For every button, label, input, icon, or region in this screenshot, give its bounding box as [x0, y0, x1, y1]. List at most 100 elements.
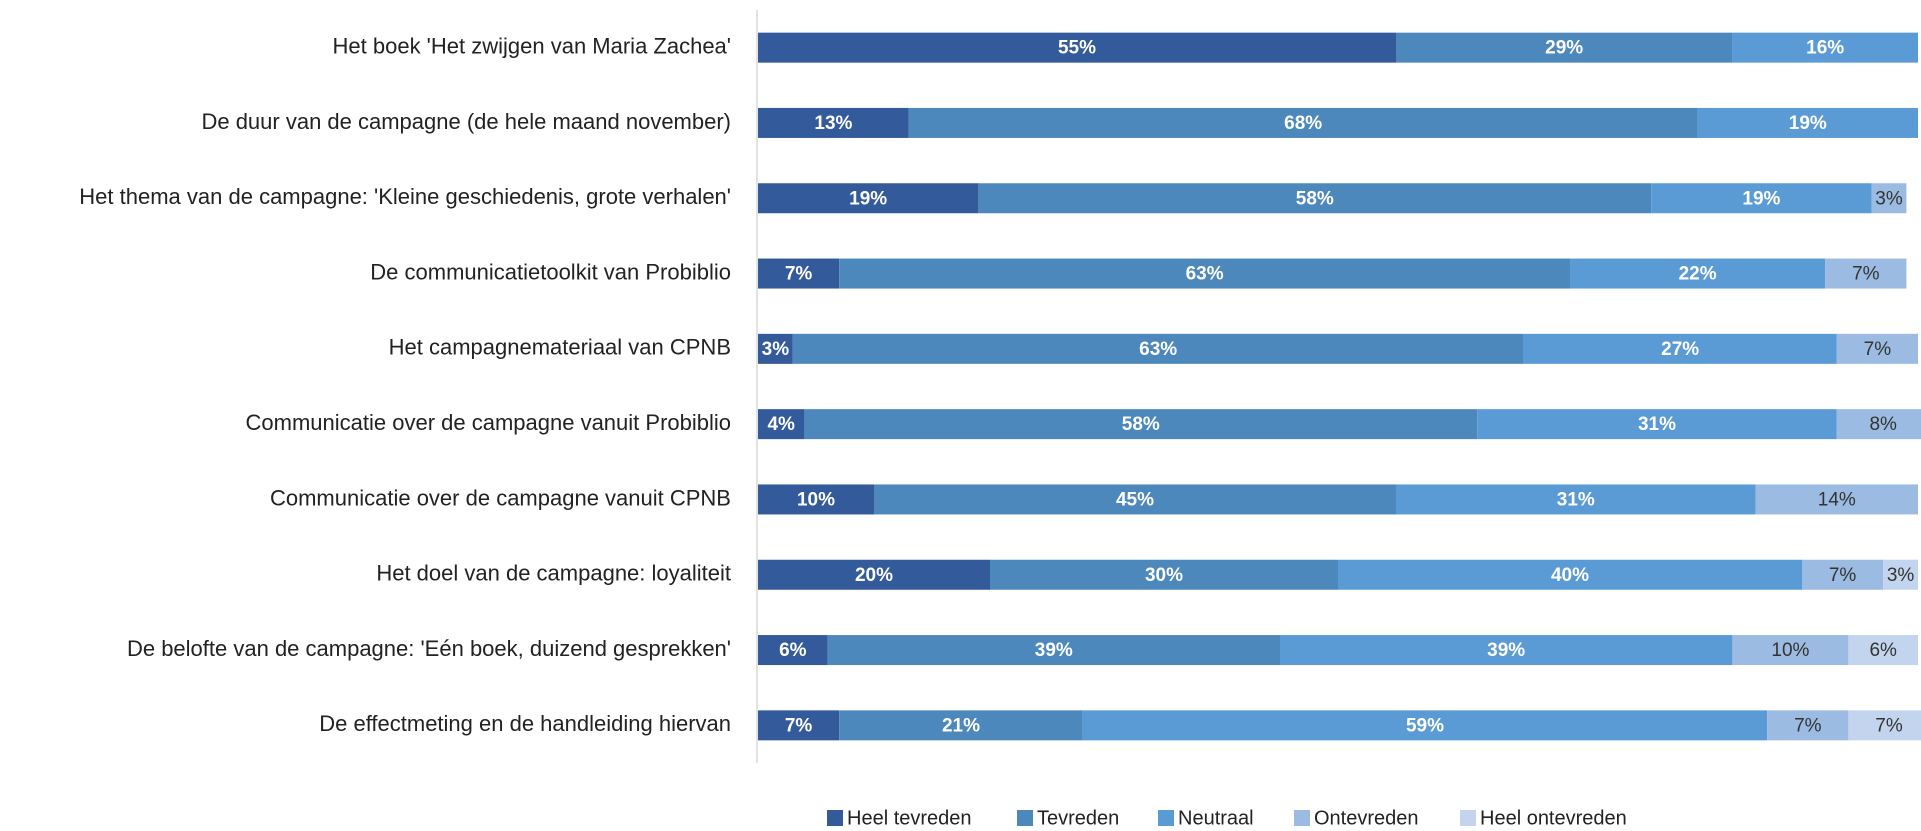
- value-label: 31%: [1638, 414, 1676, 435]
- bar-segment: [1755, 484, 1918, 515]
- category-label: Het boek 'Het zwijgen van Maria Zachea': [333, 33, 731, 58]
- bar-segment: [1732, 635, 1849, 666]
- bar-segment: [758, 32, 1396, 63]
- bar-segment: [908, 107, 1698, 138]
- bar-segment: [758, 484, 874, 515]
- bar-segment: [1338, 559, 1802, 590]
- bar-segment: [1523, 333, 1837, 364]
- value-label: 21%: [942, 715, 980, 736]
- legend-swatch: [1460, 810, 1476, 826]
- bar-segment: [1883, 559, 1918, 590]
- value-label: 39%: [1035, 640, 1073, 661]
- value-label: 30%: [1145, 565, 1183, 586]
- value-label: 45%: [1116, 489, 1154, 510]
- bar-segment: [1082, 710, 1768, 741]
- bar-segment: [1651, 183, 1872, 214]
- bar-segment: [758, 258, 840, 289]
- value-label: 40%: [1551, 565, 1589, 586]
- bar-segment: [1396, 32, 1733, 63]
- category-label: De communicatietoolkit van Probiblio: [370, 259, 731, 284]
- legend-swatch: [1294, 810, 1310, 826]
- legend-label: Heel tevreden: [847, 807, 972, 829]
- bar-segment: [1732, 32, 1918, 63]
- category-label: De duur van de campagne (de hele maand n…: [201, 109, 731, 134]
- value-label: 7%: [785, 715, 813, 736]
- bar-segment: [1848, 710, 1921, 741]
- value-label: 7%: [1852, 264, 1880, 285]
- value-label: 20%: [855, 565, 893, 586]
- bar-segment: [827, 635, 1280, 666]
- bar-segment: [758, 559, 990, 590]
- value-label: 63%: [1186, 264, 1224, 285]
- legend-swatch: [1158, 810, 1174, 826]
- bar-segment: [1697, 107, 1918, 138]
- bar-segment: [1396, 484, 1756, 515]
- bar-segment: [839, 710, 1083, 741]
- value-label: 55%: [1058, 38, 1096, 59]
- bar-segment: [758, 409, 805, 440]
- value-label: 19%: [1789, 113, 1827, 134]
- value-label: 3%: [762, 339, 790, 360]
- bar-segment: [1477, 409, 1837, 440]
- bar-segment: [1871, 183, 1907, 214]
- value-label: 19%: [849, 188, 887, 209]
- value-label: 63%: [1139, 339, 1177, 360]
- bar-segment: [758, 710, 840, 741]
- bar-segment: [758, 635, 828, 666]
- bar-segment: [758, 183, 979, 214]
- value-label: 7%: [1864, 339, 1892, 360]
- bar-segment: [804, 409, 1478, 440]
- value-label: 58%: [1296, 188, 1334, 209]
- bar-segment: [758, 107, 909, 138]
- value-label: 14%: [1818, 489, 1856, 510]
- value-label: 29%: [1545, 38, 1583, 59]
- value-label: 3%: [1875, 188, 1903, 209]
- bar-segment: [874, 484, 1396, 515]
- category-label: De belofte van de campagne: 'Eén boek, d…: [127, 636, 731, 661]
- value-label: 31%: [1557, 489, 1595, 510]
- category-label: Communicatie over de campagne vanuit CPN…: [270, 485, 731, 510]
- category-label: Het thema van de campagne: 'Kleine gesch…: [79, 184, 731, 209]
- value-label: 7%: [1829, 565, 1857, 586]
- category-label: Het campagnemateriaal van CPNB: [389, 335, 731, 360]
- legend-label: Tevreden: [1037, 807, 1119, 829]
- bar-segment: [1767, 710, 1849, 741]
- legend-swatch: [827, 810, 843, 826]
- bar-segment: [1848, 635, 1918, 666]
- value-label: 27%: [1661, 339, 1699, 360]
- category-label: Communicatie over de campagne vanuit Pro…: [246, 410, 731, 435]
- category-label: De effectmeting en de handleiding hierva…: [319, 711, 731, 736]
- value-label: 7%: [1794, 715, 1822, 736]
- value-label: 10%: [1771, 640, 1809, 661]
- value-label: 16%: [1806, 38, 1844, 59]
- bar-segment: [792, 333, 1524, 364]
- value-label: 39%: [1487, 640, 1525, 661]
- value-label: 59%: [1406, 715, 1444, 736]
- value-label: 4%: [767, 414, 795, 435]
- value-label: 8%: [1869, 414, 1897, 435]
- value-label: 68%: [1284, 113, 1322, 134]
- value-label: 6%: [779, 640, 807, 661]
- value-label: 3%: [1887, 565, 1915, 586]
- bar-segment: [1280, 635, 1733, 666]
- value-label: 13%: [814, 113, 852, 134]
- category-label: Het doel van de campagne: loyaliteit: [376, 561, 731, 586]
- legend-label: Heel ontevreden: [1480, 807, 1627, 829]
- bar-segment: [978, 183, 1652, 214]
- bar-segment: [1802, 559, 1884, 590]
- bar-segment: [1570, 258, 1826, 289]
- bar-segment: [758, 333, 793, 364]
- value-label: 58%: [1122, 414, 1160, 435]
- value-label: 6%: [1869, 640, 1897, 661]
- bar-segment: [839, 258, 1570, 289]
- legend-label: Ontevreden: [1314, 807, 1419, 829]
- value-label: 19%: [1742, 188, 1780, 209]
- value-label: 10%: [797, 489, 835, 510]
- bar-segment: [1825, 258, 1907, 289]
- value-label: 22%: [1679, 264, 1717, 285]
- bar-segment: [990, 559, 1338, 590]
- legend-swatch: [1017, 810, 1033, 826]
- value-label: 7%: [1875, 715, 1903, 736]
- bar-segment: [1836, 409, 1921, 440]
